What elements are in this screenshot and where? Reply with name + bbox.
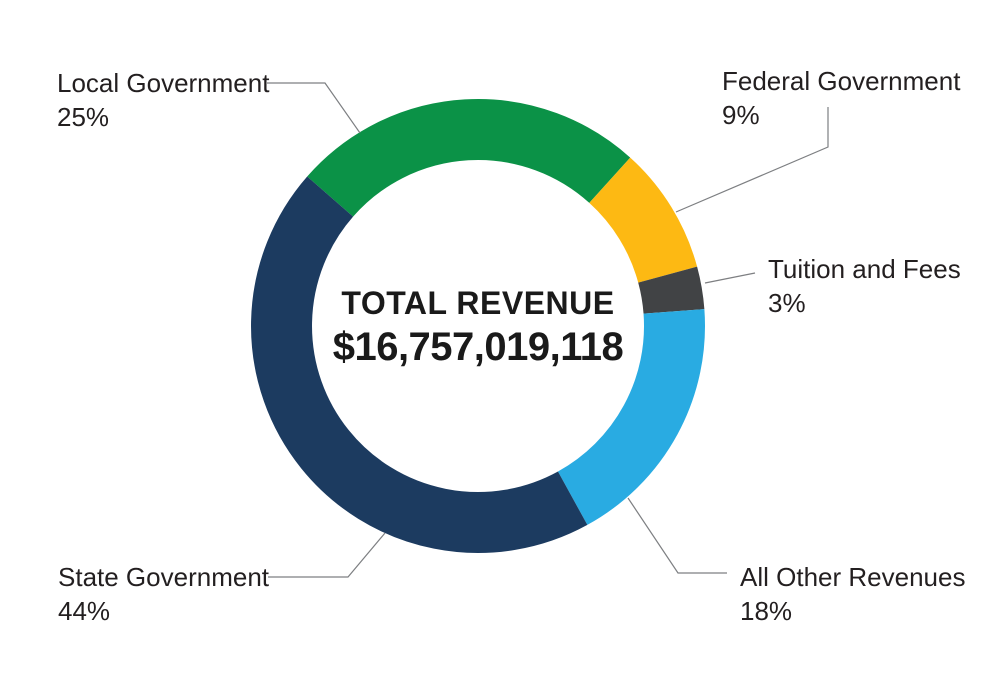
callout-label: Federal Government [722,66,961,96]
leader-line-tuition-and-fees [704,272,756,284]
leader-lines [267,82,829,578]
leader-line-federal-government [675,107,829,213]
callout-percent: 9% [722,100,760,130]
callout-percent: 44% [58,596,111,626]
callout-tuition-and-fees: Tuition and Fees 3% [768,252,961,320]
donut-segment-local-government [307,99,631,218]
callout-label: Tuition and Fees [768,254,961,284]
leader-line-local-government [267,82,361,134]
total-revenue-value: $16,757,019,118 [332,325,624,369]
leader-line-state-government [268,532,386,578]
donut-segment-state-government [251,176,588,553]
donut-segment-all-other-revenues [557,309,705,525]
callout-label: All Other Revenues [740,562,966,592]
callout-percent: 18% [740,596,793,626]
callout-federal-government: Federal Government 9% [722,64,960,132]
donut-segments [251,99,705,553]
callout-state-government: State Government 44% [58,560,269,628]
callout-label: Local Government [57,68,270,98]
callout-percent: 3% [768,288,806,318]
callout-percent: 25% [57,102,110,132]
donut-segment-tuition-and-fees [638,266,705,315]
callout-label: State Government [58,562,269,592]
donut-segment-federal-government [588,157,698,284]
callout-all-other-revenues: All Other Revenues 18% [740,560,965,628]
total-revenue-title: TOTAL REVENUE [341,285,615,321]
callout-local-government: Local Government 25% [57,66,269,134]
leader-line-all-other-revenues [627,497,727,574]
chart-center-label: TOTAL REVENUE $16,757,019,118 [333,283,624,371]
